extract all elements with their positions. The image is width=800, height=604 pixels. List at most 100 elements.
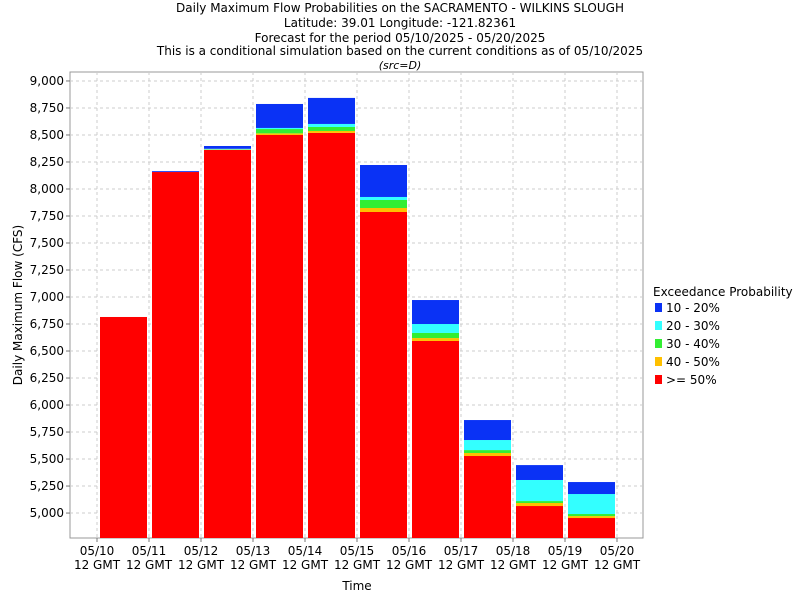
bar-segment — [256, 128, 303, 129]
legend-swatch — [655, 357, 662, 366]
bar-segment — [516, 501, 563, 503]
x-tick-label: 12 GMT — [126, 558, 173, 572]
bar-segment — [152, 172, 199, 538]
bar-segment — [568, 482, 615, 494]
x-tick-label: 05/18 — [496, 544, 531, 558]
bar-segment — [360, 200, 407, 208]
bar-segment — [308, 98, 355, 124]
y-tick-label: 5,000 — [30, 506, 64, 520]
bar-segment — [204, 149, 251, 150]
title-block: Daily Maximum Flow Probabilities on the … — [156, 1, 643, 72]
title-line: Latitude: 39.01 Longitude: -121.82361 — [284, 16, 516, 30]
x-tick-label: 12 GMT — [386, 558, 433, 572]
bar-segment — [464, 450, 511, 453]
x-tick-label: 05/17 — [444, 544, 479, 558]
title-line: Daily Maximum Flow Probabilities on the … — [176, 1, 624, 15]
x-tick-label: 12 GMT — [438, 558, 485, 572]
x-tick-label: 05/11 — [132, 544, 167, 558]
y-tick-label: 9,000 — [30, 74, 64, 88]
bar-segment — [464, 456, 511, 538]
bar-segment — [412, 300, 459, 324]
y-tick-label: 8,750 — [30, 101, 64, 115]
y-tick-label: 7,000 — [30, 290, 64, 304]
bar-segment — [516, 465, 563, 480]
bar-segment — [568, 516, 615, 518]
legend-swatch — [655, 375, 662, 384]
legend-label: 20 - 30% — [666, 319, 720, 333]
bar-segment — [360, 165, 407, 197]
bar-segment — [464, 453, 511, 456]
y-tick-label: 8,000 — [30, 182, 64, 196]
y-tick-label: 8,250 — [30, 155, 64, 169]
title-line: Forecast for the period 05/10/2025 - 05/… — [255, 31, 546, 45]
y-tick-label: 7,250 — [30, 263, 64, 277]
bar-segment — [516, 506, 563, 538]
bar-segment — [568, 514, 615, 516]
bar-segment — [152, 171, 199, 172]
x-axis-label: Time — [341, 579, 371, 593]
legend-label: 30 - 40% — [666, 337, 720, 351]
y-tick-label: 7,750 — [30, 209, 64, 223]
bar-segment — [464, 440, 511, 450]
bar-segment — [360, 208, 407, 212]
y-axis-label: Daily Maximum Flow (CFS) — [11, 225, 25, 385]
y-tick-label: 6,250 — [30, 371, 64, 385]
x-tick-label: 12 GMT — [594, 558, 641, 572]
y-tick-label: 5,250 — [30, 479, 64, 493]
legend-title: Exceedance Probability — [653, 285, 793, 299]
bar-segment — [204, 146, 251, 149]
bar-segment — [204, 150, 251, 538]
legend-label: 10 - 20% — [666, 301, 720, 315]
bar-segment — [100, 317, 147, 538]
bar-segment — [308, 124, 355, 127]
legend-swatch — [655, 303, 662, 312]
x-tick-label: 12 GMT — [490, 558, 537, 572]
y-tick-label: 6,750 — [30, 317, 64, 331]
bar-segment — [412, 338, 459, 341]
x-tick-label: 05/13 — [236, 544, 271, 558]
subtitle: (src=D) — [379, 59, 422, 72]
x-tick-label: 12 GMT — [230, 558, 277, 572]
y-tick-label: 6,000 — [30, 398, 64, 412]
bar-segment — [308, 127, 355, 131]
y-tick-label: 5,750 — [30, 425, 64, 439]
x-tick-label: 12 GMT — [178, 558, 225, 572]
x-tick-label: 05/12 — [184, 544, 219, 558]
bar-segment — [412, 324, 459, 333]
bar-segment — [256, 104, 303, 128]
legend-label: 40 - 50% — [666, 355, 720, 369]
bar-segment — [412, 333, 459, 338]
x-tick-label: 05/15 — [340, 544, 375, 558]
y-tick-label: 7,500 — [30, 236, 64, 250]
x-tick-label: 05/10 — [80, 544, 115, 558]
x-tick-label: 12 GMT — [74, 558, 121, 572]
bar-segment — [308, 133, 355, 538]
bar-segment — [360, 212, 407, 538]
x-tick-label: 05/16 — [392, 544, 427, 558]
x-tick-label: 12 GMT — [542, 558, 589, 572]
bar-segment — [412, 341, 459, 538]
title-line: This is a conditional simulation based o… — [156, 44, 643, 58]
x-tick-label: 05/20 — [600, 544, 635, 558]
legend-label: >= 50% — [666, 373, 717, 387]
x-tick-label: 12 GMT — [334, 558, 381, 572]
bar-segment — [568, 494, 615, 514]
bar-segment — [256, 129, 303, 133]
x-tick-label: 05/14 — [288, 544, 323, 558]
bar-segment — [256, 135, 303, 538]
bar-segment — [308, 131, 355, 133]
y-tick-label: 6,500 — [30, 344, 64, 358]
bar-segment — [464, 420, 511, 440]
bar-segment — [516, 503, 563, 506]
legend-swatch — [655, 339, 662, 348]
x-tick-label: 12 GMT — [282, 558, 329, 572]
legend-swatch — [655, 321, 662, 330]
bar-segment — [568, 518, 615, 538]
bar-segment — [516, 480, 563, 501]
y-tick-label: 5,500 — [30, 452, 64, 466]
bar-segment — [360, 197, 407, 200]
y-tick-label: 8,500 — [30, 128, 64, 142]
bar-segment — [256, 133, 303, 135]
x-tick-label: 05/19 — [548, 544, 583, 558]
